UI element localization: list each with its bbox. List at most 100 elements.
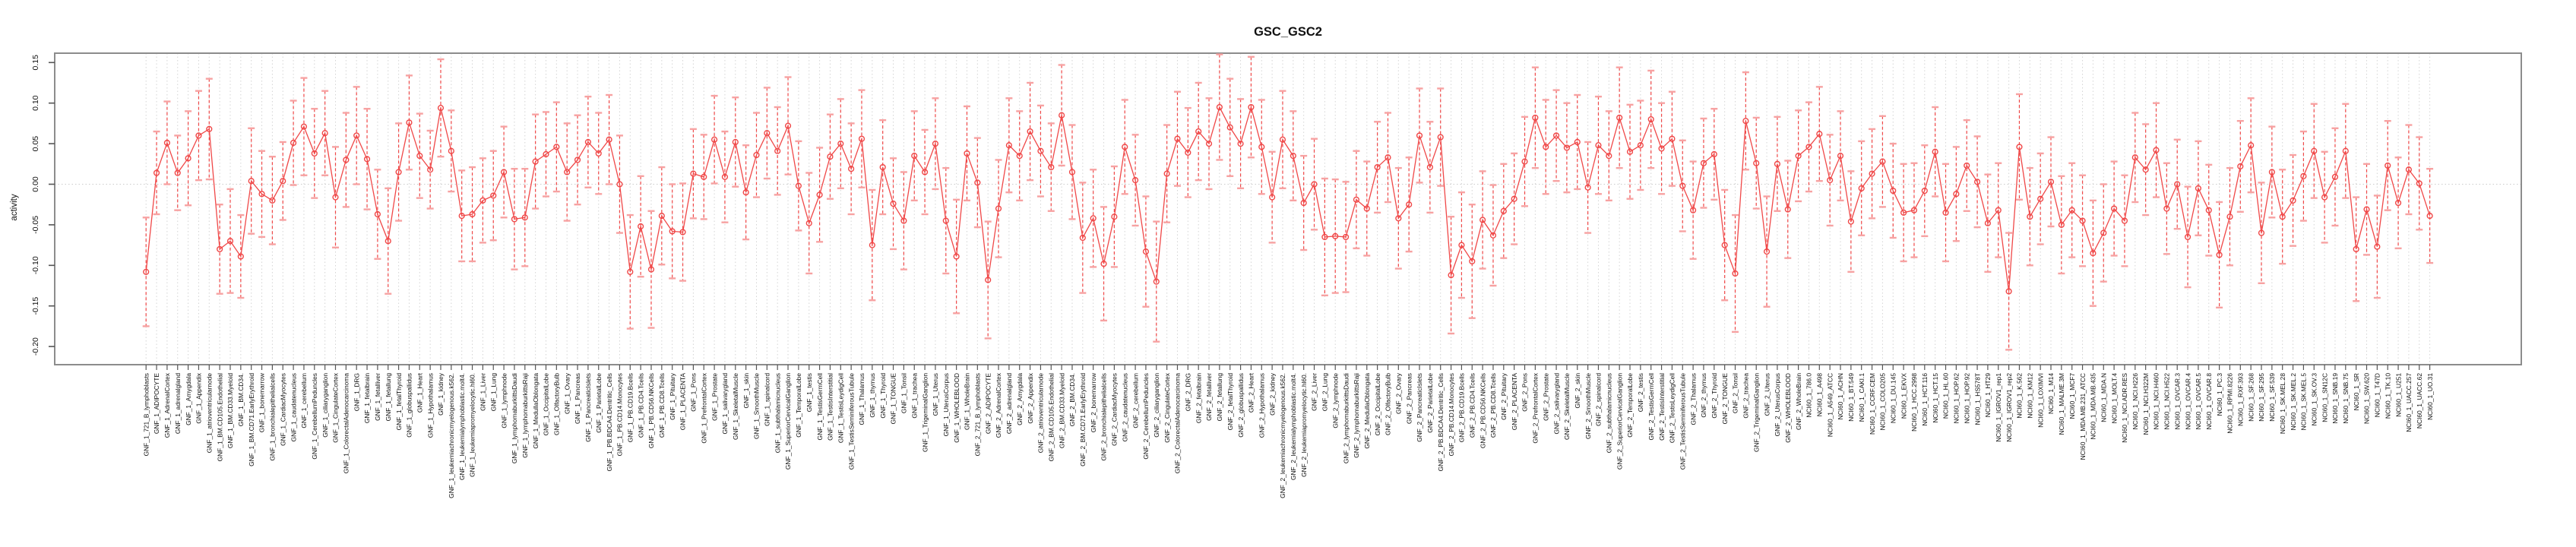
x-tick-label: GNF_2_Heart xyxy=(1248,372,1255,413)
x-tick-label: GNF_2_Hypothalamus xyxy=(1258,373,1265,438)
x-tick-label: GNF_2_TestisGermCell xyxy=(1647,373,1655,441)
data-point xyxy=(1131,177,1139,184)
x-tick-label: NCI60_1_A498 xyxy=(1816,373,1824,417)
x-tick-label: GNF_1_lymphomaburkittsRaji xyxy=(521,373,529,458)
x-tick-label: GNF_2_cerebellum xyxy=(1131,373,1139,428)
x-tick-label: GNF_1_PB.CD4.Tcells xyxy=(637,373,644,438)
y-tick-label: 0.15 xyxy=(31,55,40,71)
x-tick-label: GNF_2_lymphnode xyxy=(1331,373,1339,428)
data-point xyxy=(2216,251,2223,258)
x-tick-label: NCI60_1_NCI.H322M xyxy=(2142,373,2150,435)
data-point xyxy=(416,153,423,160)
data-point xyxy=(1543,144,1549,150)
data-point xyxy=(574,157,581,163)
x-tick-label: NCI60_1_UO.31 xyxy=(2426,373,2434,420)
x-tick-label: NCI60_1_K.562 xyxy=(2016,373,2024,419)
data-point xyxy=(1416,132,1423,139)
data-point xyxy=(1458,242,1465,248)
data-point xyxy=(1037,147,1044,154)
data-point xyxy=(1111,213,1118,220)
x-tick-label: GNF_1_ParietalLobe xyxy=(595,373,603,433)
x-tick-label: NCI60_1_MDA.N xyxy=(2100,373,2107,422)
x-tick-label: GNF_2_trachea xyxy=(1742,373,1750,419)
data-point xyxy=(1174,135,1181,142)
data-point xyxy=(1500,207,1507,214)
data-point xyxy=(1279,136,1286,143)
data-point xyxy=(1700,160,1707,166)
data-point xyxy=(995,205,1002,212)
data-point xyxy=(1858,185,1865,191)
data-point xyxy=(985,277,992,283)
data-point xyxy=(1079,234,1086,242)
data-point xyxy=(595,150,602,157)
data-point xyxy=(2111,205,2118,212)
data-point xyxy=(2258,229,2265,236)
data-point xyxy=(2290,197,2296,204)
data-point xyxy=(1395,215,1402,222)
x-tick-label: GNF_1_PB.CD19.Bcells xyxy=(626,373,634,442)
data-point xyxy=(1185,149,1191,156)
data-point xyxy=(1805,144,1812,150)
x-tick-label: GNF_2_bronchialepithelialcells xyxy=(1100,373,1108,460)
x-tick-label: GNF_1_TONGUE xyxy=(890,373,897,425)
x-tick-label: NCI60_1_DU.145 xyxy=(1889,373,1897,423)
x-tick-label: GNF_2_Liver xyxy=(1311,373,1318,411)
data-point xyxy=(584,138,591,146)
x-tick-label: GNF_2_ParietalLobe xyxy=(1426,373,1434,433)
data-point xyxy=(2027,213,2033,220)
x-tick-label: NCI60_1_SF.268 xyxy=(2247,373,2255,422)
x-tick-label: GNF_2_PancreaticIslets xyxy=(1416,373,1423,442)
x-tick-label: NCI60_1_NCI.ADR.RES xyxy=(2121,373,2128,443)
x-tick-label: GNF_1_WholeBrain xyxy=(964,373,971,430)
x-tick-label: GNF_1_fetallung xyxy=(385,373,392,422)
data-point xyxy=(374,210,381,218)
x-tick-label: GNF_1_thymus xyxy=(869,373,876,418)
data-point xyxy=(321,130,328,137)
data-point xyxy=(1448,272,1454,279)
x-tick-label: NCI60_1_A549_ATCC xyxy=(1826,373,1834,437)
data-point xyxy=(964,150,970,157)
y-tick-label: -0.10 xyxy=(31,256,40,274)
x-tick-label: GNF_2_ADIPOCYTE xyxy=(984,373,992,434)
data-point xyxy=(153,169,160,176)
x-tick-label: GNF_1_WHOLEBLOOD xyxy=(953,373,960,443)
x-tick-label: NCI60_1_SW.620 xyxy=(2363,373,2371,424)
x-tick-label: GNF_1_PB.BDCA4.Dentritic_Cells xyxy=(606,373,613,471)
x-tick-label: GNF_2_OccipitalLobe xyxy=(1374,373,1381,436)
x-tick-label: GNF_1_721_B_lymphoblasts xyxy=(142,373,150,456)
data-point xyxy=(427,166,434,173)
x-tick-label: GNF_1_BM.CD34. xyxy=(237,373,245,426)
data-point xyxy=(1753,160,1760,166)
x-tick-label: GNF_1_cerebellum xyxy=(300,373,308,428)
data-point xyxy=(1290,153,1296,160)
data-point xyxy=(1837,153,1844,160)
data-point xyxy=(2163,205,2170,212)
x-tick-label: GNF_1_CardiacMyocytes xyxy=(279,373,286,446)
data-point xyxy=(217,245,223,253)
x-tick-label: NCI60_1_TK.10 xyxy=(2384,373,2391,419)
data-point xyxy=(2426,213,2433,220)
data-point xyxy=(753,151,760,159)
x-tick-label: NCI60_1_NCI.H522 xyxy=(2163,373,2171,430)
data-point xyxy=(1163,170,1170,177)
x-tick-label: GNF_1_globuspallidus xyxy=(406,373,413,438)
data-point xyxy=(1216,103,1223,111)
data-point xyxy=(343,157,350,163)
x-tick-label: GNF_1_OccipitalLobe xyxy=(543,373,550,436)
data-point xyxy=(774,147,781,154)
data-point xyxy=(1964,162,1970,169)
x-tick-label: GNF_1_Liver xyxy=(479,373,487,411)
data-point xyxy=(1637,142,1644,149)
x-tick-label: GNF_1_Lung xyxy=(489,373,497,412)
x-tick-label: GNF_1_fetalThyroid xyxy=(395,373,403,431)
x-tick-label: NCI60_1_SN12C xyxy=(2321,373,2328,422)
data-point xyxy=(1269,194,1276,201)
x-tick-label: GNF_2_WHOLEBLOOD xyxy=(1784,373,1792,443)
y-tick-label: 0.00 xyxy=(31,176,40,192)
x-tick-label: GNF_2_MedullaOblongata xyxy=(1363,373,1371,449)
data-point xyxy=(1995,207,2002,213)
data-point xyxy=(395,169,402,175)
x-tick-label: GNF_2_leukemialymphoblastic.molt4. xyxy=(1290,373,1297,480)
data-point xyxy=(1521,158,1528,165)
